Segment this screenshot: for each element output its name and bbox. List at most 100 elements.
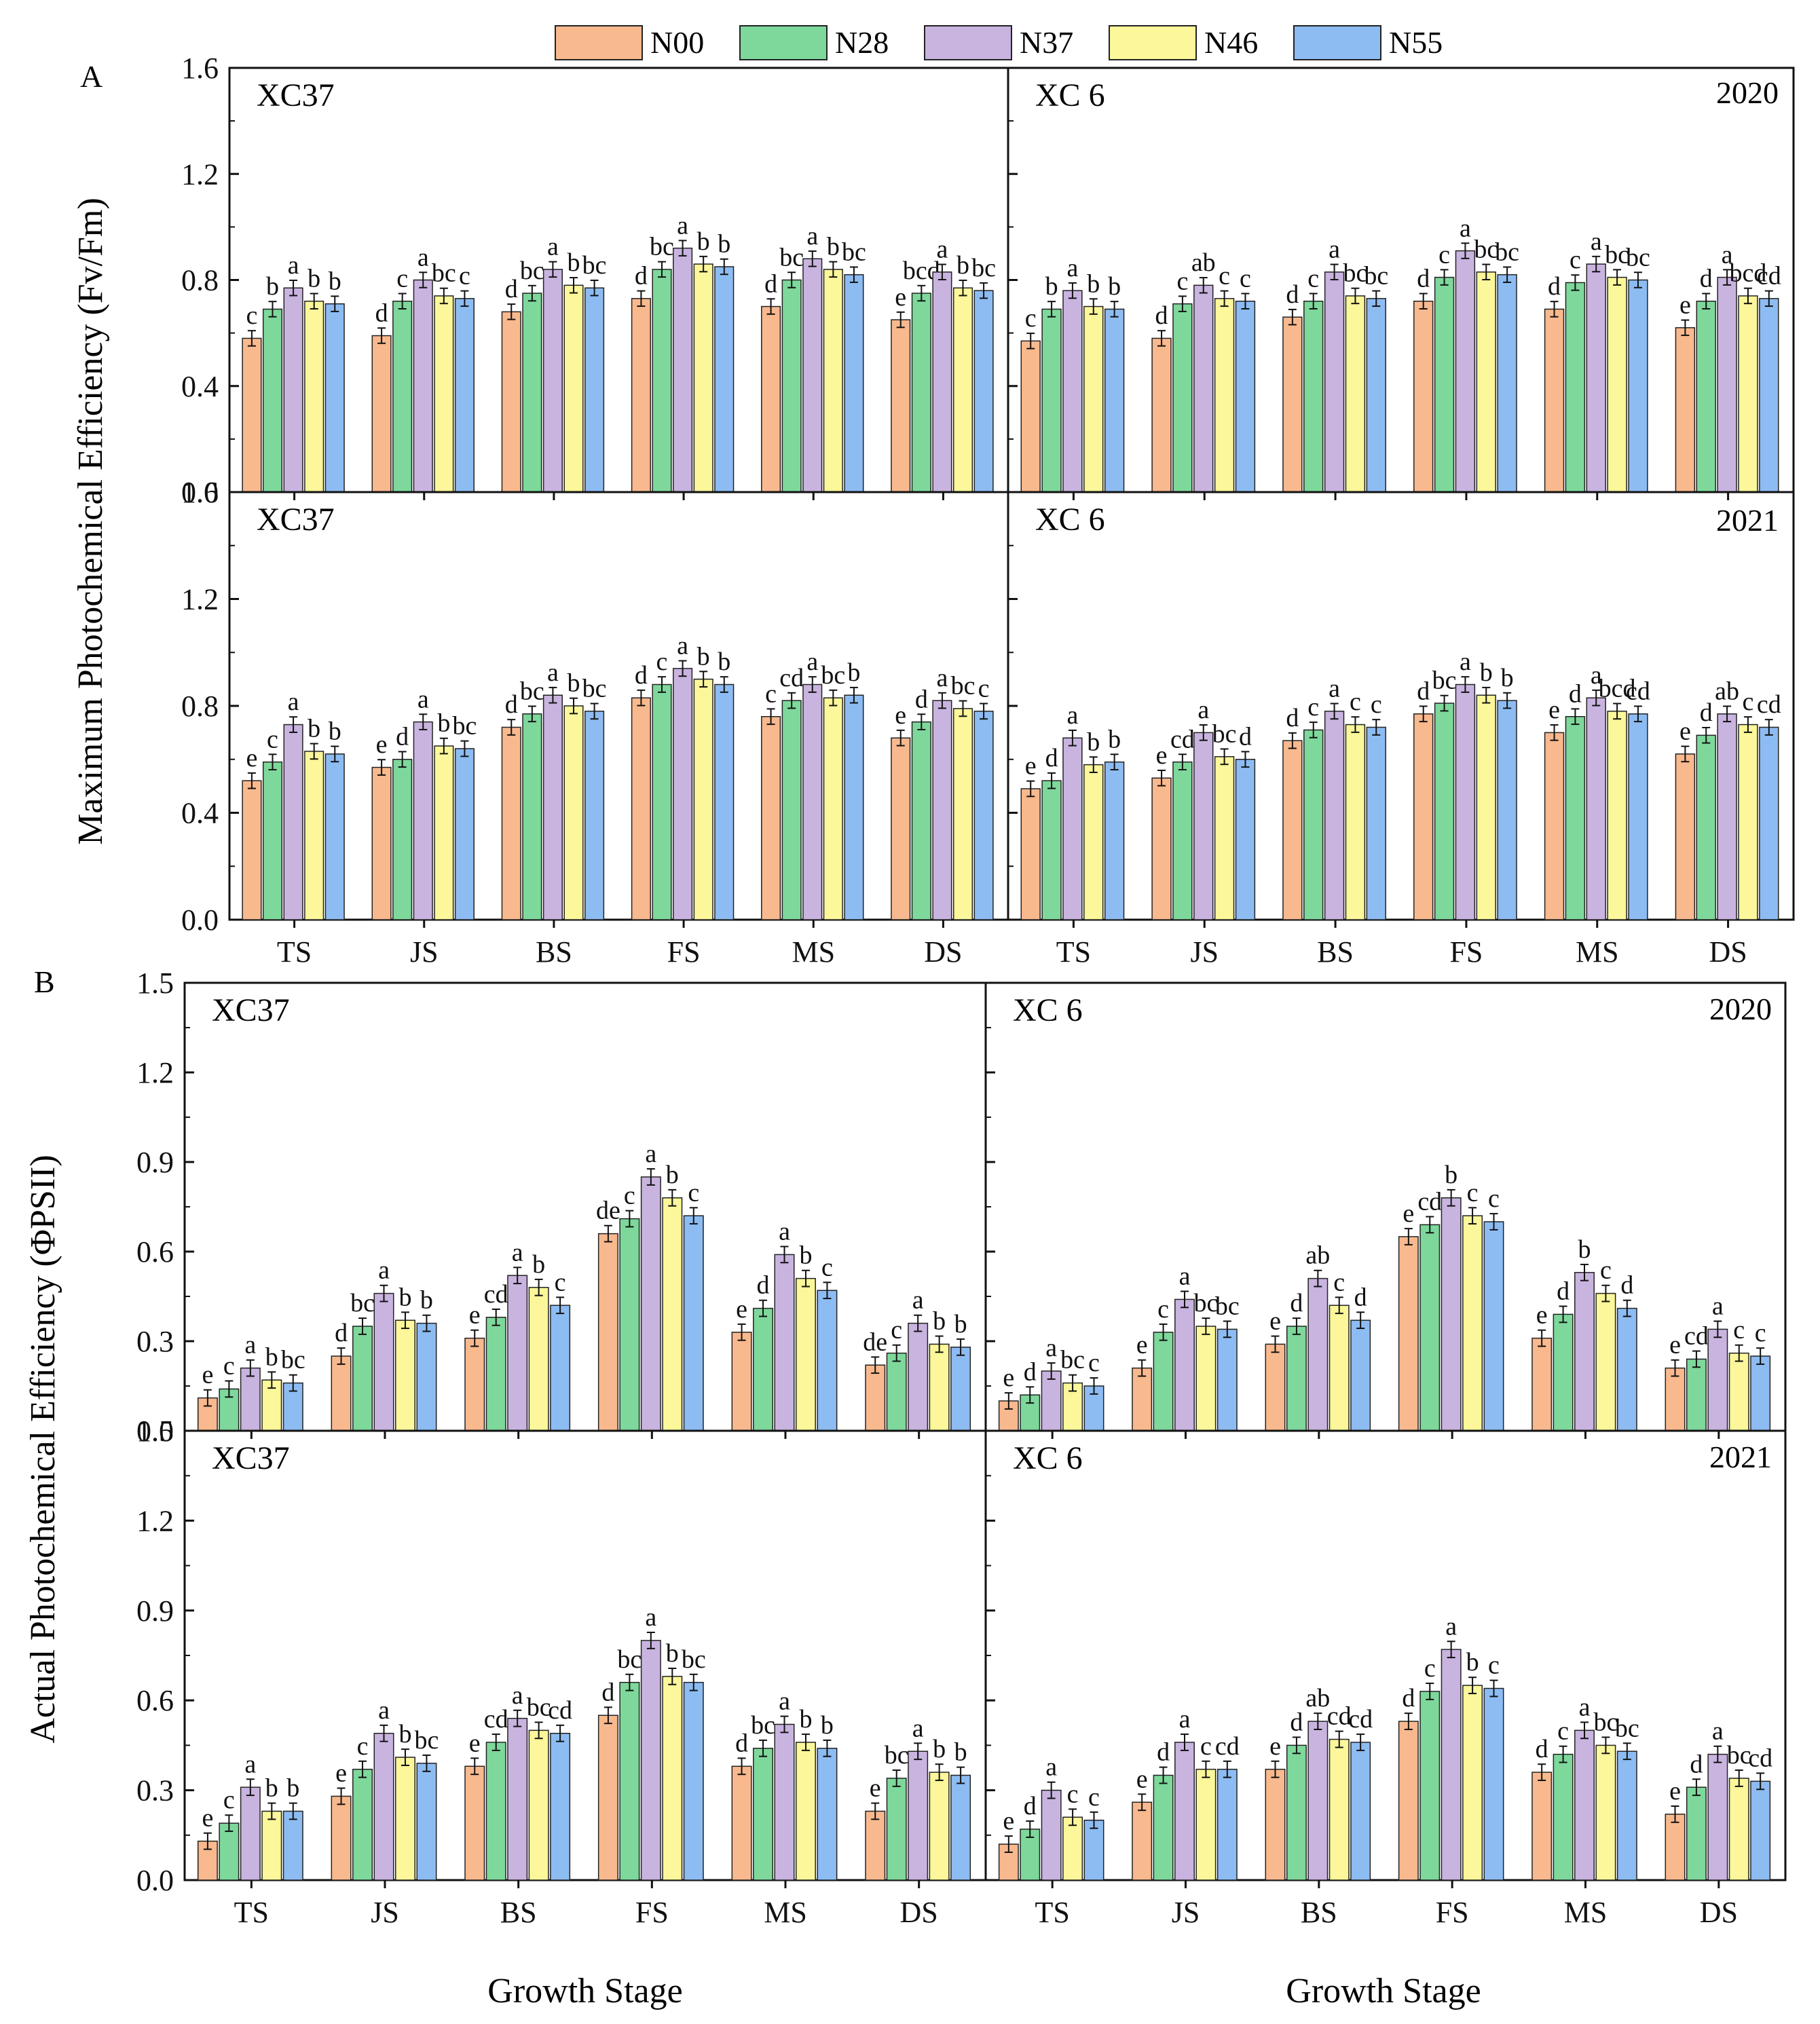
significance-letter: d xyxy=(1548,272,1561,301)
bar-n46-ds xyxy=(929,1343,950,1431)
bar-n28-ds xyxy=(1686,1786,1707,1881)
significance-letter: c xyxy=(1350,688,1361,716)
bar-n28-js xyxy=(1172,761,1193,920)
y-tick-label: 0.6 xyxy=(136,1684,174,1717)
bar-n37-ms xyxy=(1586,697,1606,920)
significance-letter: bc xyxy=(1343,259,1367,288)
significance-letter: a xyxy=(1445,1612,1457,1641)
bar-n37-ds xyxy=(908,1322,929,1431)
significance-letter: c xyxy=(1067,1780,1079,1808)
bar-n37-ms xyxy=(802,683,823,920)
bar-n00-js xyxy=(371,766,392,920)
significance-letter: b xyxy=(697,642,710,671)
bar-n28-js xyxy=(352,1326,373,1431)
bar-n55-ms xyxy=(817,1748,838,1881)
significance-letter: cd xyxy=(548,1696,572,1725)
bar-n55-bs xyxy=(550,1305,571,1431)
legend-swatch-n37 xyxy=(924,25,1012,60)
significance-letter: a xyxy=(645,1140,656,1168)
significance-letter: a xyxy=(1045,1753,1057,1782)
bar-n28-ts xyxy=(1041,308,1062,493)
significance-letter: bc xyxy=(432,259,456,288)
bar-n55-bs xyxy=(584,287,605,493)
legend-label-n37: N37 xyxy=(1020,25,1073,60)
significance-letter: bc xyxy=(1212,719,1237,748)
bar-n00-ms xyxy=(761,716,781,920)
bar-n28-fs xyxy=(619,1218,640,1431)
significance-letter: a xyxy=(1066,254,1078,282)
significance-letter: c xyxy=(1557,1717,1569,1746)
bar-n00-ts xyxy=(242,780,262,920)
plot-frame xyxy=(984,981,1787,1432)
significance-letter: bc xyxy=(452,712,477,741)
significance-letter: cd xyxy=(484,1705,508,1733)
significance-letter: c xyxy=(1088,1783,1100,1812)
significance-letter: b xyxy=(398,1720,411,1748)
bar-n00-js xyxy=(1132,1801,1153,1881)
significance-letter: bc xyxy=(779,243,804,271)
bar-n00-ds xyxy=(891,319,911,493)
significance-letter: bc xyxy=(1364,262,1388,291)
significance-letter: e xyxy=(736,1295,747,1324)
significance-letter: c xyxy=(1371,690,1382,719)
x-tick-label-ms: MS xyxy=(1576,935,1619,969)
bar-n37-ds xyxy=(932,271,952,493)
significance-letter: bc xyxy=(751,1711,775,1740)
significance-letter: b xyxy=(957,251,969,280)
bar-n28-js xyxy=(1153,1774,1174,1881)
bar-n37-js xyxy=(373,1292,394,1431)
x-tick-label-ts: TS xyxy=(234,1896,269,1929)
bar-n37-ts xyxy=(1062,737,1083,920)
bar-n55-ts xyxy=(1083,1819,1104,1881)
significance-letter: a xyxy=(1591,661,1602,690)
bar-n46-js xyxy=(1214,756,1235,920)
bar-n28-fs xyxy=(1419,1691,1441,1881)
bar-n46-bs xyxy=(1345,724,1366,920)
significance-letter: e xyxy=(469,1301,481,1330)
significance-letter: b xyxy=(718,230,730,259)
bar-n46-ts xyxy=(1083,764,1104,920)
x-tick-label-fs: FS xyxy=(1436,1896,1469,1929)
significance-letter: cd xyxy=(1417,1188,1442,1216)
bar-n37-fs xyxy=(640,1176,661,1431)
significance-letter: c xyxy=(223,1786,235,1814)
bar-n46-ds xyxy=(929,1772,950,1881)
significance-letter: d xyxy=(1157,1738,1170,1767)
significance-letter: e xyxy=(895,701,906,730)
bar-n00-ds xyxy=(1665,1814,1686,1881)
bar-n00-js xyxy=(1151,337,1172,493)
significance-letter: b xyxy=(827,233,840,261)
panel-label-b: B xyxy=(34,964,55,999)
bar-n28-bs xyxy=(485,1742,506,1881)
bar-n37-fs xyxy=(640,1640,661,1881)
significance-letter: bc xyxy=(527,1693,551,1721)
significance-letter: b xyxy=(1445,1161,1457,1189)
bar-n37-ms xyxy=(1574,1272,1595,1431)
bar-n37-ms xyxy=(1586,263,1606,493)
bar-n55-fs xyxy=(714,683,735,920)
bar-n37-fs xyxy=(1441,1197,1462,1431)
bar-n55-js xyxy=(454,748,475,920)
significance-letter: a xyxy=(1460,214,1471,242)
bar-n37-ms xyxy=(774,1254,795,1431)
bar-n46-ms xyxy=(823,697,843,920)
significance-letter: d xyxy=(1557,1277,1570,1306)
significance-letter: b xyxy=(265,1343,278,1371)
significance-letter: e xyxy=(1679,717,1691,746)
bar-n28-ts xyxy=(262,761,283,920)
significance-letter: d xyxy=(601,1678,614,1706)
significance-letter: b xyxy=(329,267,341,295)
bar-n37-ts xyxy=(283,724,303,920)
significance-letter: bc xyxy=(582,675,607,703)
significance-letter: c xyxy=(688,1178,699,1207)
significance-letter: cd xyxy=(1327,1702,1352,1731)
significance-letter: b xyxy=(329,717,341,746)
bar-n37-ds xyxy=(1717,276,1737,493)
significance-letter: b xyxy=(568,669,580,698)
significance-letter: b xyxy=(954,1738,967,1767)
significance-letter: c xyxy=(656,648,668,676)
significance-letter: e xyxy=(1403,1199,1414,1228)
